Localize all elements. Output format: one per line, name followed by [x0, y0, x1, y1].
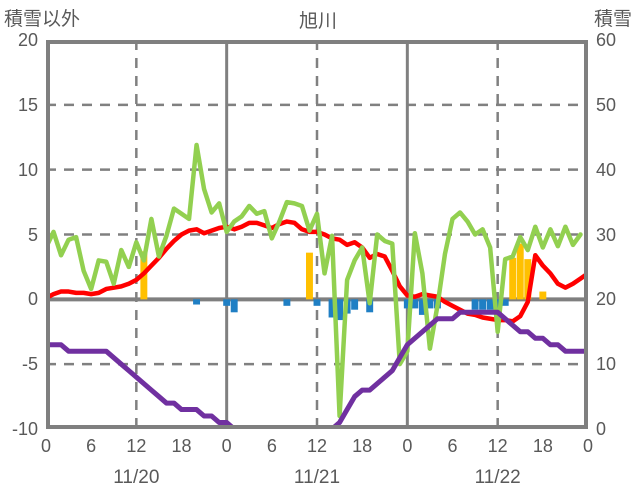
precipitation-bar	[336, 299, 344, 321]
y-axis-tick-right: 40	[596, 159, 617, 180]
left-axis-caption: 積雪以外	[4, 9, 81, 30]
precipitation-bar	[501, 299, 509, 306]
snowfall-bar	[509, 257, 517, 300]
y-axis-tick-right: 50	[596, 94, 617, 115]
x-axis-tick: 6	[86, 436, 97, 456]
x-axis-tick: 18	[171, 436, 192, 456]
precipitation-bar	[403, 299, 411, 309]
x-axis-tick: 0	[40, 436, 51, 456]
precipitation-bar	[351, 299, 359, 310]
x-axis-day-label: 11/22	[474, 467, 521, 488]
plot-border	[46, 40, 588, 429]
precipitation-bar	[283, 299, 291, 306]
snowfall-bar	[306, 252, 313, 300]
series-line-snow-depth	[46, 309, 588, 429]
precipitation-bar	[366, 299, 374, 313]
plot-area	[46, 40, 588, 429]
y-axis-tick-right: 60	[596, 30, 617, 50]
x-axis-tick: 12	[487, 436, 508, 456]
x-axis-day-label: 11/21	[293, 467, 341, 488]
x-axis-tick: 6	[447, 436, 458, 456]
y-axis-tick-right: 20	[596, 289, 617, 310]
precipitation-bar	[193, 299, 201, 305]
precipitation-bar	[328, 299, 336, 318]
snowfall-bar	[539, 291, 547, 300]
series-line-wind-speed	[46, 142, 583, 419]
precipitation-bar	[313, 299, 321, 306]
y-axis-tick-left: -5	[21, 354, 38, 375]
chart-svg	[46, 40, 588, 429]
x-axis-tick: 0	[582, 436, 593, 456]
y-axis-tick-left: 15	[17, 94, 38, 115]
y-axis-tick-left: 20	[17, 30, 38, 50]
x-axis-tick: 0	[221, 436, 232, 456]
y-axis-tick-left: 5	[27, 224, 38, 245]
precipitation-bar	[479, 299, 487, 310]
y-axis-tick-left: -10	[11, 419, 38, 439]
x-axis-tick: 12	[306, 436, 328, 456]
right-axis-caption: 積雪	[593, 9, 632, 30]
plot-canvas	[46, 40, 588, 429]
x-axis-tick: 18	[532, 436, 553, 456]
y-axis-tick-left: 10	[17, 159, 38, 180]
y-axis-tick-right: 30	[596, 224, 617, 245]
precipitation-bar	[471, 299, 479, 310]
precipitation-bar	[223, 299, 231, 306]
x-axis-tick: 0	[402, 436, 413, 456]
x-axis-tick: 12	[126, 436, 147, 456]
y-axis-tick-right: 10	[596, 354, 617, 375]
precipitation-bar	[426, 299, 434, 309]
y-axis-tick-right: 0	[596, 419, 607, 439]
x-axis-tick: 6	[266, 436, 277, 456]
precipitation-bar	[411, 299, 419, 309]
snowfall-bar	[516, 243, 524, 300]
x-axis-day-label: 11/20	[113, 467, 160, 488]
snowfall-bar	[524, 259, 532, 300]
precipitation-bar	[230, 299, 238, 313]
precipitation-bar	[494, 299, 502, 310]
precipitation-bar	[486, 299, 494, 310]
y-axis-tick-left: 0	[27, 289, 38, 310]
chart-title: 旭川	[298, 11, 337, 32]
precipitation-bar	[418, 299, 426, 315]
x-axis-tick: 18	[352, 436, 373, 456]
